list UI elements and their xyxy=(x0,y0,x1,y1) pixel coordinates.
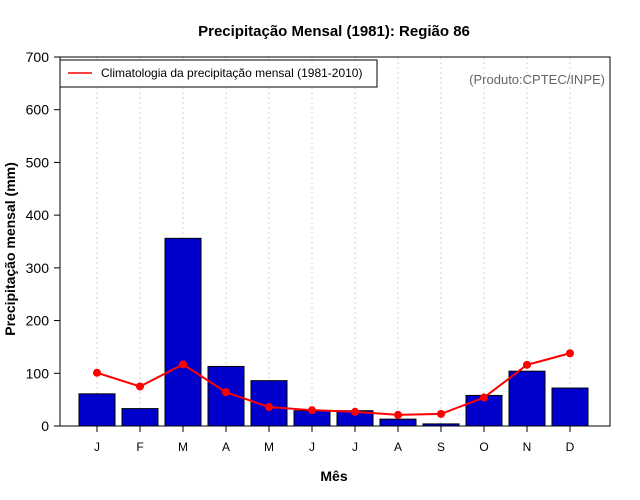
x-tick-label: F xyxy=(136,440,143,454)
y-axis-label: Precipitação mensal (mm) xyxy=(2,162,18,336)
bar xyxy=(379,418,417,427)
y-axis: 0 100 200 300 400 500 600 700 xyxy=(26,49,60,434)
climatology-point xyxy=(437,409,445,418)
bar xyxy=(508,370,546,427)
credit-annotation: (Produto:CPTEC/INPE) xyxy=(469,72,605,87)
x-tick-label: J xyxy=(352,440,358,454)
climatology-point xyxy=(136,382,144,391)
x-tick-label: M xyxy=(264,440,274,454)
y-tick-label: 500 xyxy=(26,154,50,170)
grid-lines xyxy=(96,57,571,426)
y-tick-label: 0 xyxy=(41,418,49,434)
y-tick-label: 100 xyxy=(26,365,50,381)
bar xyxy=(164,237,202,427)
x-tick-label: O xyxy=(479,440,488,454)
climatology-point xyxy=(222,388,230,397)
y-tick-label: 300 xyxy=(26,260,50,276)
y-tick-label: 200 xyxy=(26,313,50,329)
y-tick-label: 400 xyxy=(26,207,50,223)
x-tick-label: A xyxy=(222,440,230,454)
legend-box xyxy=(59,59,378,88)
x-tick-label: J xyxy=(309,440,315,454)
y-tick-label: 700 xyxy=(26,49,50,65)
climatology-point xyxy=(351,407,359,416)
x-axis-label: Mês xyxy=(320,468,347,484)
climatology-line xyxy=(93,349,574,419)
bar xyxy=(78,393,116,427)
x-tick-label: J xyxy=(94,440,100,454)
x-tick-label: A xyxy=(394,440,402,454)
climatology-point xyxy=(480,393,488,402)
climatology-point xyxy=(179,360,187,369)
climatology-point xyxy=(308,406,316,415)
climatology-point xyxy=(265,403,273,412)
bars xyxy=(78,237,589,427)
x-tick-label: N xyxy=(523,440,532,454)
climatology-point xyxy=(523,360,531,369)
legend-label: Climatologia da precipitação mensal (198… xyxy=(101,66,362,80)
x-tick-label: S xyxy=(437,440,445,454)
plot-frame xyxy=(59,56,611,427)
x-tick-label: M xyxy=(178,440,188,454)
y-tick-label: 600 xyxy=(26,102,50,118)
legend: Climatologia da precipitação mensal (198… xyxy=(59,59,378,88)
climatology-point xyxy=(93,368,101,377)
climatology-point xyxy=(394,410,402,419)
climatology-point xyxy=(566,349,574,358)
bar xyxy=(551,387,589,427)
bar xyxy=(121,408,159,427)
x-tick-label: D xyxy=(566,440,575,454)
climatology-polyline xyxy=(96,352,571,416)
chart-title: Precipitação Mensal (1981): Região 86 xyxy=(198,23,470,40)
